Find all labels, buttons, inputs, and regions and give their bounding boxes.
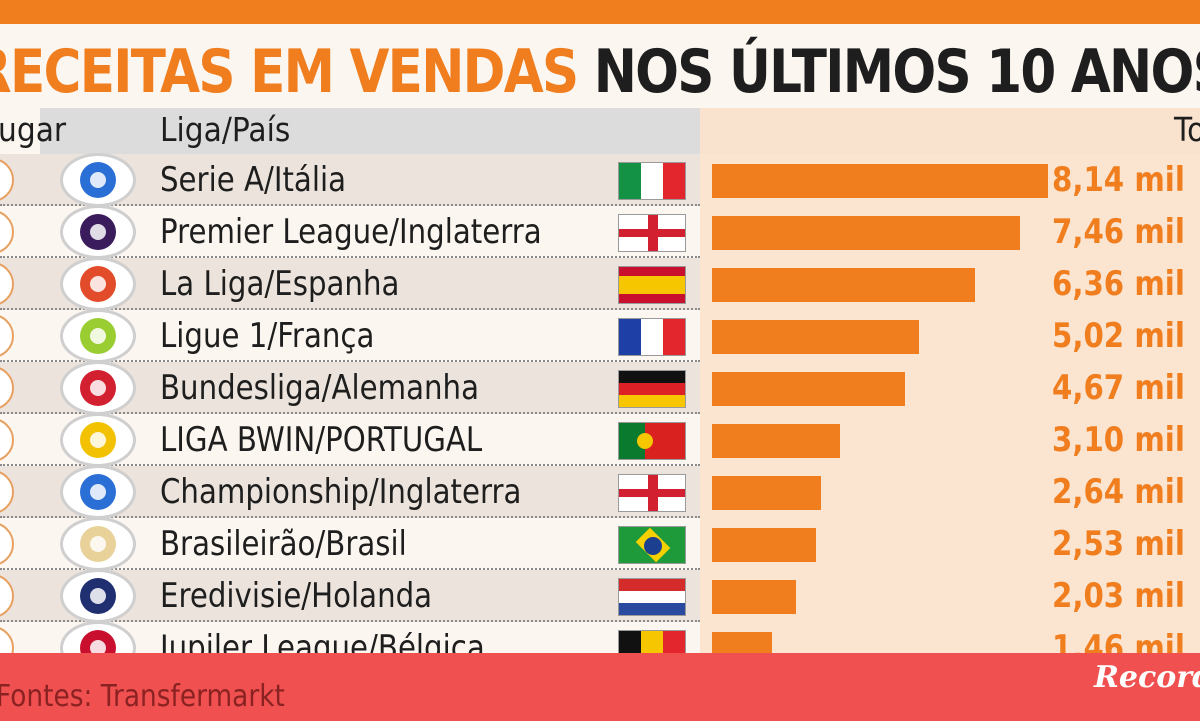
bar	[712, 320, 919, 354]
table-row: Eredivisie/Holanda 2,03 mil	[0, 569, 1200, 623]
row-separator	[0, 620, 700, 622]
flag-england-icon	[618, 214, 686, 252]
header-band-right	[700, 108, 1200, 154]
row-separator	[0, 516, 700, 518]
flag-portugal-icon	[618, 422, 686, 460]
header-band-left	[40, 108, 700, 154]
total-column-header: Total	[1174, 110, 1200, 149]
bar	[712, 216, 1020, 250]
flag-germany-icon	[618, 370, 686, 408]
flag-england-icon	[618, 474, 686, 512]
bar-value-label: 2,64 mil	[1052, 472, 1185, 512]
table-row: Ligue 1/França 5,02 mil	[0, 309, 1200, 363]
flag-italy-icon	[618, 162, 686, 200]
top-accent-band	[0, 0, 1200, 24]
bar-value-label: 8,14 mil	[1052, 160, 1185, 200]
row-separator	[0, 308, 700, 310]
brasileirao-logo	[60, 517, 136, 571]
flag-france-icon	[618, 318, 686, 356]
record-brand-logo: Record	[1094, 660, 1200, 695]
table-row: Brasileirão/Brasil 2,53 mil	[0, 517, 1200, 571]
chart-title: RECEITAS EM VENDAS NOS ÚLTIMOS 10 ANOS	[0, 34, 1200, 110]
eredivisie-logo	[60, 569, 136, 623]
bar-value-label: 2,53 mil	[1052, 524, 1185, 564]
row-separator	[0, 256, 700, 258]
serie-a-logo	[60, 153, 136, 207]
bar	[712, 424, 840, 458]
table-row: LIGA BWIN/PORTUGAL 3,10 mil	[0, 413, 1200, 467]
bundesliga-logo	[60, 361, 136, 415]
league-name: Bundesliga/Alemanha	[160, 368, 479, 408]
league-column-header: Liga/País	[160, 110, 291, 149]
row-separator	[0, 464, 700, 466]
bar	[712, 580, 796, 614]
table-row: Premier League/Inglaterra 7,46 mil	[0, 205, 1200, 259]
bar-value-label: 5,02 mil	[1052, 316, 1185, 356]
league-name: Eredivisie/Holanda	[160, 576, 433, 616]
bar-value-label: 6,36 mil	[1052, 264, 1185, 304]
league-name: Premier League/Inglaterra	[160, 212, 542, 252]
title-part-2: NOS ÚLTIMOS 10 ANOS	[593, 37, 1200, 107]
bar-value-label: 3,10 mil	[1052, 420, 1185, 460]
ligue-1-logo	[60, 309, 136, 363]
bar-value-label: 4,67 mil	[1052, 368, 1185, 408]
bottom-overlay-band	[0, 653, 1200, 721]
bar	[712, 372, 905, 406]
league-name: Ligue 1/França	[160, 316, 375, 356]
table-row: Championship/Inglaterra 2,64 mil	[0, 465, 1200, 519]
table-row: Bundesliga/Alemanha 4,67 mil	[0, 361, 1200, 415]
league-name: Brasileirão/Brasil	[160, 524, 407, 564]
row-separator	[0, 568, 700, 570]
la-liga-logo	[60, 257, 136, 311]
premier-league-logo	[60, 205, 136, 259]
bar	[712, 528, 816, 562]
league-name: Serie A/Itália	[160, 160, 347, 200]
table-row: Serie A/Itália 8,14 mil	[0, 153, 1200, 207]
bar	[712, 268, 975, 302]
flag-netherlands-icon	[618, 578, 686, 616]
bar-value-label: 2,03 mil	[1052, 576, 1185, 616]
championship-logo	[60, 465, 136, 519]
bar	[712, 164, 1048, 198]
league-name: La Liga/Espanha	[160, 264, 400, 304]
row-separator	[0, 204, 700, 206]
league-name: Championship/Inglaterra	[160, 472, 522, 512]
flag-brazil-icon	[618, 526, 686, 564]
row-separator	[0, 412, 700, 414]
liga-portugal-logo	[60, 413, 136, 467]
league-name: LIGA BWIN/PORTUGAL	[160, 420, 483, 460]
flag-spain-icon	[618, 266, 686, 304]
source-note: Fontes: Transfermarkt	[0, 679, 285, 714]
table-row: La Liga/Espanha 6,36 mil	[0, 257, 1200, 311]
bar-value-label: 7,46 mil	[1052, 212, 1185, 252]
row-separator	[0, 360, 700, 362]
bar	[712, 476, 821, 510]
title-part-1: RECEITAS EM VENDAS	[0, 37, 579, 107]
rank-column-header: Lugar	[0, 110, 67, 149]
